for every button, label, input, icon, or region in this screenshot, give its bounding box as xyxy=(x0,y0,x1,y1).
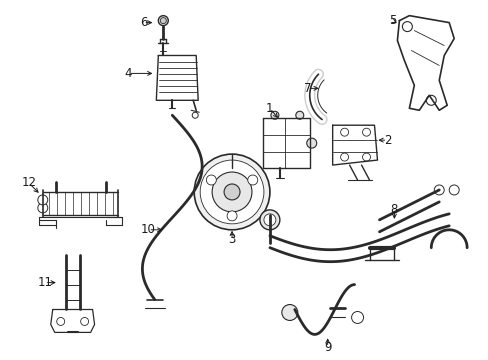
Text: 10: 10 xyxy=(141,223,156,236)
Circle shape xyxy=(38,203,48,213)
Circle shape xyxy=(206,175,216,185)
Circle shape xyxy=(306,138,316,148)
Text: 7: 7 xyxy=(304,82,311,95)
Circle shape xyxy=(448,185,458,195)
Text: 8: 8 xyxy=(390,203,397,216)
Circle shape xyxy=(264,214,275,226)
Circle shape xyxy=(402,22,411,32)
Circle shape xyxy=(192,112,198,118)
Circle shape xyxy=(270,111,278,119)
Text: 1: 1 xyxy=(265,102,273,115)
Circle shape xyxy=(194,154,269,230)
Circle shape xyxy=(81,318,88,325)
Circle shape xyxy=(160,18,166,24)
Circle shape xyxy=(260,210,279,230)
Text: 5: 5 xyxy=(388,14,395,27)
Circle shape xyxy=(433,185,443,195)
Text: 11: 11 xyxy=(37,276,52,289)
Circle shape xyxy=(340,153,348,161)
Text: 9: 9 xyxy=(323,341,331,354)
Text: 6: 6 xyxy=(140,16,147,29)
Circle shape xyxy=(38,195,48,205)
Circle shape xyxy=(247,175,257,185)
Circle shape xyxy=(295,111,303,119)
Circle shape xyxy=(426,95,435,105)
Circle shape xyxy=(351,311,363,323)
Circle shape xyxy=(340,128,348,136)
Circle shape xyxy=(224,184,240,200)
Circle shape xyxy=(362,153,370,161)
Circle shape xyxy=(57,318,64,325)
Circle shape xyxy=(200,160,264,224)
Text: 2: 2 xyxy=(383,134,390,147)
Circle shape xyxy=(158,15,168,26)
Circle shape xyxy=(226,211,237,221)
Text: 3: 3 xyxy=(228,233,235,246)
Circle shape xyxy=(362,128,370,136)
Circle shape xyxy=(212,172,251,212)
Circle shape xyxy=(281,305,297,320)
Text: 12: 12 xyxy=(21,176,36,189)
Text: 4: 4 xyxy=(124,67,132,80)
